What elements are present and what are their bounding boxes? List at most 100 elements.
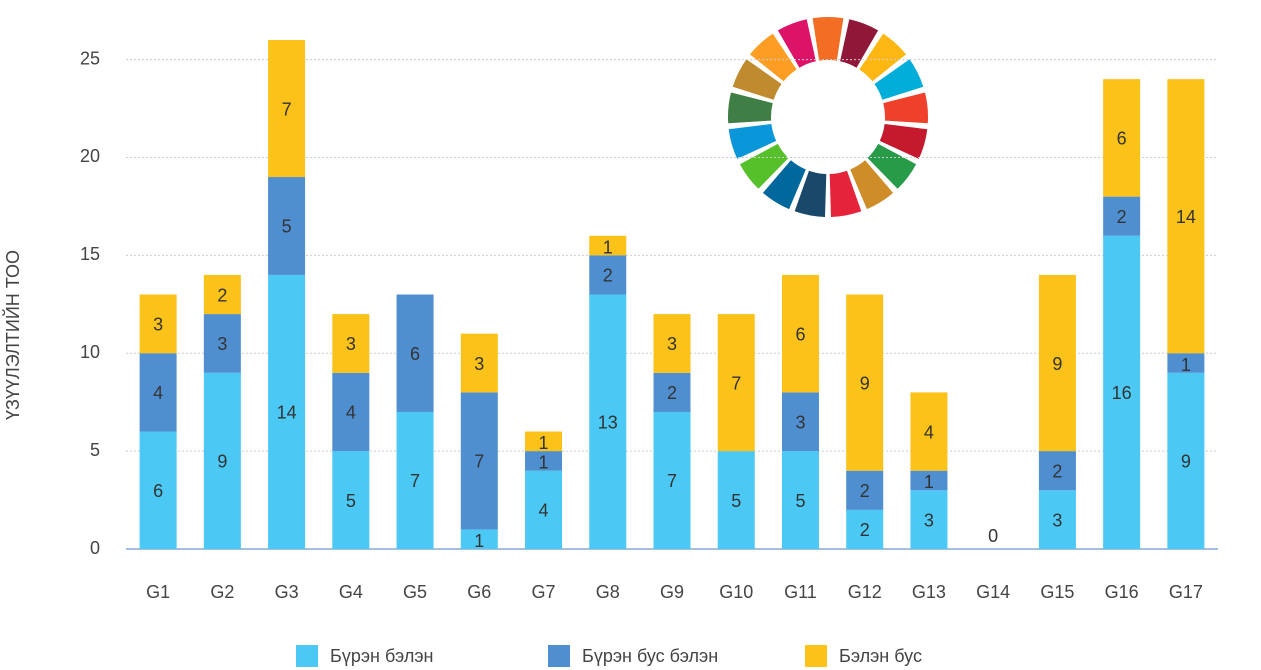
x-tick-label: G17 [1169, 582, 1203, 602]
bar-segment [139, 294, 177, 354]
bar-segment [203, 274, 241, 315]
wheel-segment [728, 124, 777, 159]
wheel-segment [732, 59, 782, 100]
bar-segment [653, 314, 691, 373]
data-label: 6 [410, 344, 420, 364]
data-label: 1 [924, 472, 934, 492]
data-label: 4 [539, 501, 549, 521]
bar-segment [1167, 353, 1205, 373]
bar-segment [1167, 372, 1205, 549]
bar-segment [525, 470, 563, 549]
data-label: 9 [217, 452, 227, 472]
bar-segment [781, 274, 819, 393]
y-tick-label: 15 [80, 244, 100, 264]
x-tick-label: G14 [976, 582, 1010, 602]
wheel-segment [739, 143, 789, 189]
data-label: 5 [346, 491, 356, 511]
x-tick-label: G6 [467, 582, 491, 602]
bar-segment [1038, 274, 1076, 452]
wheel-segment [883, 92, 929, 124]
legend-label: Бүрэн бус бэлэн [582, 646, 718, 666]
bar-segment [332, 451, 370, 549]
bar-segment [139, 353, 177, 432]
data-label: 5 [795, 491, 805, 511]
bar-segment [717, 314, 755, 452]
data-label: 6 [1117, 129, 1127, 149]
x-tick-label: G3 [275, 582, 299, 602]
data-label: 4 [153, 383, 163, 403]
wheel-segment [859, 33, 906, 82]
data-label: 3 [217, 334, 227, 354]
wheel-segment [812, 17, 844, 61]
data-label: 6 [153, 481, 163, 501]
data-label: 6 [795, 324, 805, 344]
bar-segment [203, 314, 241, 373]
data-label: 13 [598, 413, 618, 433]
bar-segment [1038, 490, 1076, 549]
data-label: 9 [1052, 354, 1062, 374]
wheel-segment [777, 19, 816, 68]
bar-segment [203, 372, 241, 549]
data-label: 1 [474, 531, 484, 551]
x-tick-label: G7 [532, 582, 556, 602]
data-label: 2 [860, 520, 870, 540]
bar-segment [846, 470, 884, 510]
bar-segment [460, 392, 498, 530]
bar-segment [910, 470, 948, 491]
y-tick-label: 5 [90, 440, 100, 460]
bar-segment [589, 294, 627, 549]
wheel-segment [829, 170, 862, 217]
x-tick-label: G2 [210, 582, 234, 602]
legend-swatch [805, 645, 827, 667]
wheel-segment [794, 170, 827, 217]
bar-segment [525, 451, 563, 471]
data-label: 14 [277, 403, 297, 423]
x-tick-label: G4 [339, 582, 363, 602]
bar-segment [846, 509, 884, 549]
data-label: 3 [346, 334, 356, 354]
data-label: 7 [667, 471, 677, 491]
bar-segment [653, 411, 691, 549]
wheel-segment [874, 59, 924, 100]
bar-segment [332, 372, 370, 452]
data-label: 16 [1112, 383, 1132, 403]
wheel-segment [867, 143, 917, 189]
bar-segment [910, 392, 948, 471]
x-tick-label: G15 [1040, 582, 1074, 602]
bar-segment [1167, 79, 1205, 354]
data-label: 2 [1052, 461, 1062, 481]
data-label: 9 [860, 373, 870, 393]
bar-segment [846, 294, 884, 471]
bar-segment [910, 490, 948, 549]
bar-segment [1038, 451, 1076, 491]
x-tick-label: G11 [784, 582, 817, 602]
bar-segment [268, 177, 306, 275]
data-label: 7 [474, 452, 484, 472]
bar-segment [781, 392, 819, 452]
bar-segment [1103, 235, 1141, 549]
data-label: 3 [667, 334, 677, 354]
wheel-segment [750, 33, 797, 82]
legend-label: Бэлэн бус [839, 646, 922, 666]
legend-swatch [296, 645, 318, 667]
bar-segment [139, 431, 177, 549]
x-tick-label: G10 [719, 582, 753, 602]
data-label: 2 [603, 266, 613, 286]
x-tick-label: G5 [403, 582, 427, 602]
bar-segment [717, 451, 755, 549]
bar-segment [589, 255, 627, 295]
data-label: 9 [1181, 452, 1191, 472]
wheel-segment [727, 92, 773, 124]
wheel-segment [879, 124, 928, 159]
y-tick-label: 0 [90, 538, 100, 558]
legend-label: Бүрэн бэлэн [330, 646, 433, 666]
bar-segment [268, 40, 306, 178]
bar-segment [268, 274, 306, 549]
data-label: 3 [153, 315, 163, 335]
data-label: 7 [410, 471, 420, 491]
wheel-segment [850, 160, 894, 210]
data-label: 4 [924, 422, 934, 442]
bar-segment [460, 333, 498, 393]
y-axis-label: ҮЗҮҮЛЭЛТИЙН ТОО [2, 250, 23, 420]
